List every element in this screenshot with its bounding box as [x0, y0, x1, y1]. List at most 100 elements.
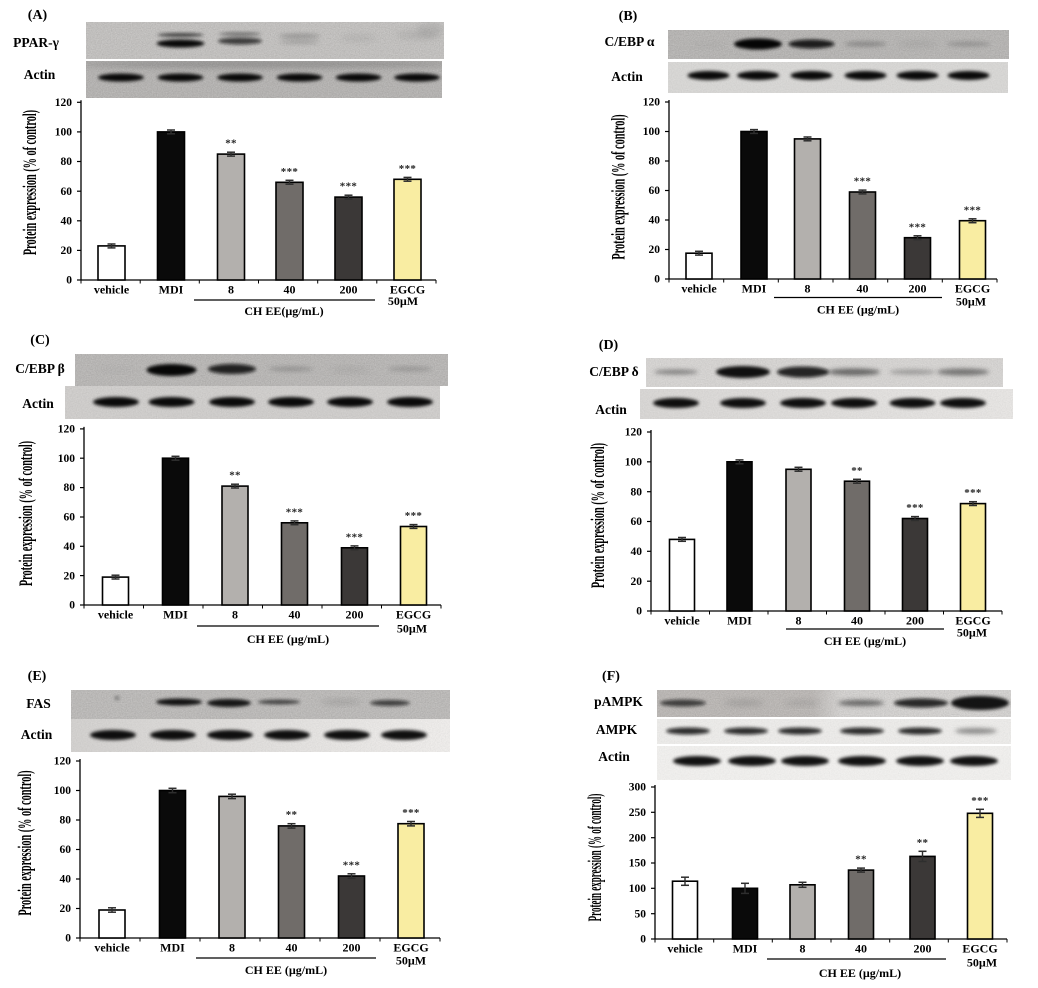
svg-text:50: 50 [635, 908, 647, 920]
svg-text:120: 120 [54, 756, 72, 768]
svg-text:50µM: 50µM [967, 956, 997, 970]
svg-text:40: 40 [286, 941, 298, 955]
svg-text:0: 0 [66, 275, 72, 287]
svg-text:100: 100 [55, 127, 73, 139]
svg-text:**: ** [225, 138, 237, 150]
svg-text:100: 100 [643, 126, 661, 138]
svg-text:Protein expression (% of contr: Protein expression (% of control) [15, 770, 36, 915]
svg-text:MDI: MDI [160, 941, 185, 955]
svg-text:vehicle: vehicle [664, 614, 700, 628]
svg-text:MDI: MDI [727, 614, 752, 628]
svg-text:Actin: Actin [595, 402, 627, 417]
svg-text:AMPK: AMPK [596, 722, 638, 737]
svg-text:***: *** [281, 166, 299, 178]
svg-text:80: 80 [61, 156, 73, 168]
svg-text:CH EE (µg/mL): CH EE (µg/mL) [247, 632, 329, 646]
svg-text:100: 100 [625, 456, 643, 468]
svg-text:Protein expression (% of contr: Protein expression (% of control) [588, 443, 609, 588]
svg-text:C/EBP δ: C/EBP δ [589, 364, 638, 379]
svg-text:40: 40 [289, 608, 301, 622]
svg-text:***: *** [906, 502, 924, 514]
svg-text:60: 60 [64, 512, 76, 524]
svg-text:EGCG: EGCG [393, 941, 428, 955]
svg-text:50µM: 50µM [957, 626, 987, 640]
svg-text:40: 40 [855, 942, 867, 956]
svg-text:***: *** [964, 204, 982, 216]
svg-text:120: 120 [55, 97, 73, 109]
svg-text:100: 100 [58, 453, 76, 465]
svg-text:40: 40 [631, 546, 643, 558]
svg-text:EGCG: EGCG [962, 942, 997, 956]
svg-text:**: ** [851, 465, 863, 477]
svg-text:200: 200 [909, 282, 927, 296]
svg-text:vehicle: vehicle [98, 608, 134, 622]
svg-text:Protein expression (% of contr: Protein expression (% of control) [586, 794, 606, 922]
svg-text:PPAR-γ: PPAR-γ [13, 35, 59, 50]
svg-text:80: 80 [631, 486, 643, 498]
svg-text:***: *** [405, 510, 423, 522]
svg-text:(B): (B) [619, 9, 638, 24]
svg-text:C/EBP α: C/EBP α [605, 34, 655, 49]
svg-text:Protein expression (% of contr: Protein expression (% of control) [20, 110, 41, 255]
svg-text:100: 100 [629, 883, 647, 895]
svg-text:20: 20 [649, 244, 661, 256]
svg-text:EGCG: EGCG [390, 283, 425, 297]
svg-text:120: 120 [625, 427, 643, 439]
svg-text:MDI: MDI [742, 282, 767, 296]
svg-text:150: 150 [629, 858, 647, 870]
svg-text:vehicle: vehicle [681, 282, 717, 296]
svg-text:250: 250 [629, 807, 647, 819]
svg-text:***: *** [964, 487, 982, 499]
svg-text:vehicle: vehicle [94, 283, 130, 297]
svg-text:8: 8 [796, 614, 802, 628]
svg-text:40: 40 [851, 614, 863, 628]
svg-text:60: 60 [649, 185, 661, 197]
svg-text:300: 300 [629, 782, 647, 794]
svg-text:MDI: MDI [159, 283, 184, 297]
svg-text:CH EE (µg/mL): CH EE (µg/mL) [819, 966, 901, 980]
svg-text:80: 80 [649, 156, 661, 168]
svg-text:60: 60 [61, 186, 73, 198]
svg-text:CH EE (µg/mL): CH EE (µg/mL) [824, 634, 906, 648]
svg-text:20: 20 [631, 576, 643, 588]
svg-text:40: 40 [64, 541, 76, 553]
svg-text:MDI: MDI [733, 942, 758, 956]
svg-text:80: 80 [60, 815, 72, 827]
svg-text:0: 0 [65, 933, 71, 945]
svg-text:EGCG: EGCG [955, 282, 990, 296]
svg-text:**: ** [229, 470, 241, 482]
svg-text:120: 120 [58, 424, 76, 436]
svg-text:80: 80 [64, 482, 76, 494]
svg-text:vehicle: vehicle [94, 941, 130, 955]
svg-text:CH EE (µg/mL): CH EE (µg/mL) [245, 963, 327, 977]
svg-text:***: *** [399, 163, 417, 175]
svg-text:**: ** [917, 837, 929, 849]
svg-text:40: 40 [61, 215, 73, 227]
svg-text:200: 200 [914, 942, 932, 956]
svg-text:Actin: Actin [611, 69, 643, 84]
svg-text:***: *** [340, 181, 358, 193]
svg-text:50µM: 50µM [956, 295, 986, 309]
svg-text:(A): (A) [28, 8, 48, 23]
svg-text:Protein expression (% of contr: Protein expression (% of control) [16, 441, 37, 586]
svg-text:20: 20 [60, 903, 72, 915]
svg-text:**: ** [855, 854, 867, 866]
svg-text:8: 8 [229, 941, 235, 955]
svg-text:0: 0 [654, 274, 660, 286]
svg-text:CH EE(µg/mL): CH EE(µg/mL) [244, 304, 323, 318]
svg-text:***: *** [343, 859, 361, 871]
svg-text:(F): (F) [602, 669, 620, 684]
svg-text:**: ** [286, 809, 298, 821]
svg-text:Actin: Actin [598, 749, 630, 764]
svg-text:EGCG: EGCG [955, 614, 990, 628]
svg-text:0: 0 [636, 606, 642, 618]
svg-text:40: 40 [60, 874, 72, 886]
svg-text:200: 200 [906, 614, 924, 628]
svg-text:(C): (C) [30, 333, 50, 348]
svg-text:8: 8 [800, 942, 806, 956]
svg-text:***: *** [854, 176, 872, 188]
svg-text:50µM: 50µM [397, 622, 427, 636]
svg-text:60: 60 [60, 844, 72, 856]
svg-text:200: 200 [629, 832, 647, 844]
svg-text:MDI: MDI [163, 608, 188, 622]
